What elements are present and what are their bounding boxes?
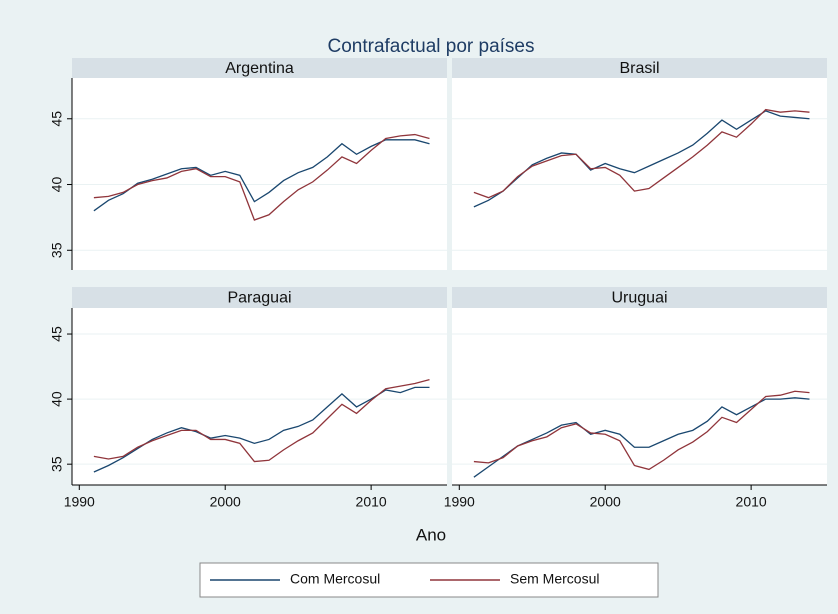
series-line	[93, 378, 430, 463]
y-tick-label: 35	[49, 242, 65, 258]
x-axis-label: Ano	[416, 525, 446, 544]
panel-title: Brasil	[619, 60, 659, 77]
plot-area	[452, 308, 827, 485]
panel-title: Argentina	[225, 60, 294, 77]
series-line	[93, 386, 430, 473]
panel-header	[452, 58, 827, 78]
series-line	[473, 390, 810, 471]
legend-label: Sem Mercosul	[510, 571, 599, 587]
chart-title: Contrafactual por países	[327, 36, 534, 57]
y-tick-label: 45	[49, 326, 65, 342]
panel-header	[72, 287, 447, 308]
x-tick-label: 2010	[356, 494, 387, 510]
plot-area	[72, 308, 447, 485]
x-tick-label: 2000	[590, 494, 621, 510]
x-tick-label: 1990	[444, 494, 475, 510]
series-line	[93, 139, 430, 212]
panel-header	[72, 58, 447, 78]
y-tick-label: 35	[49, 456, 65, 472]
y-tick-label: 40	[49, 391, 65, 407]
panel-title: Uruguai	[611, 290, 667, 307]
x-tick-label: 1990	[64, 494, 95, 510]
panel-title: Paraguai	[227, 290, 291, 307]
panel-header	[452, 287, 827, 308]
series-line	[473, 110, 810, 208]
x-tick-label: 2000	[210, 494, 241, 510]
y-tick-label: 40	[49, 177, 65, 193]
plot-area	[452, 78, 827, 270]
series-line	[473, 108, 810, 199]
legend-label: Com Mercosul	[290, 571, 380, 587]
plot-area	[72, 78, 447, 270]
series-line	[473, 397, 810, 478]
y-tick-label: 45	[49, 111, 65, 127]
series-line	[93, 133, 430, 221]
x-tick-label: 2010	[736, 494, 767, 510]
